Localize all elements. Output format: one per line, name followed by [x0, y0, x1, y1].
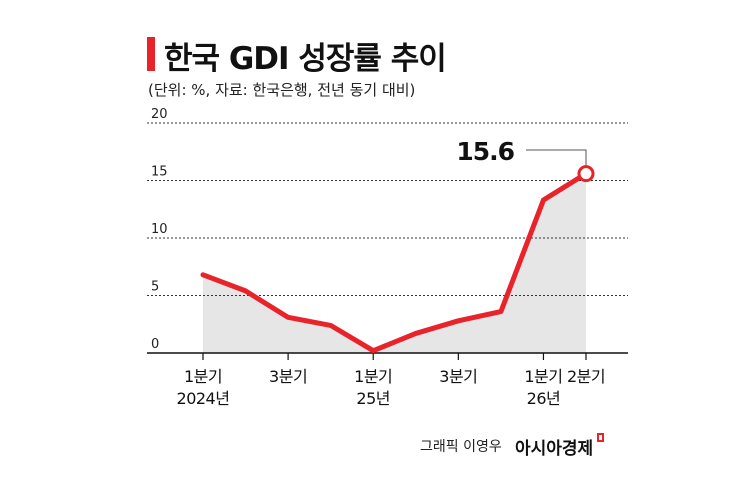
y-tick-label: 0 — [151, 337, 159, 352]
brand-mark-icon — [597, 433, 604, 442]
x-tick-label: 2분기 — [567, 367, 605, 386]
graphic-credit: 그래픽 이영우 — [420, 439, 502, 455]
annotation-value-label: 15.6 — [456, 137, 514, 166]
highlight-point-marker — [577, 165, 595, 183]
x-tick-label: 26년 — [527, 389, 561, 408]
brand-logo: 아시아경제 — [515, 439, 594, 459]
y-tick-label: 5 — [151, 280, 159, 295]
x-tick-label: 25년 — [356, 389, 390, 408]
x-tick-label: 1분기 — [524, 367, 562, 386]
chart-subtitle: (단위: %, 자료: 한국은행, 전년 동기 대비) — [148, 81, 416, 99]
y-tick-label: 15 — [151, 165, 168, 180]
chart-title: 한국 GDI 성장률 추이 — [164, 41, 447, 77]
annotation-leader-line — [526, 149, 587, 166]
title-accent-bar — [147, 37, 155, 71]
x-tick-label: 1분기 — [354, 367, 392, 386]
y-tick-label: 20 — [151, 107, 168, 122]
series-line — [200, 171, 589, 354]
x-tick-label: 3분기 — [439, 367, 477, 386]
area-fill — [203, 173, 586, 353]
y-tick-label: 10 — [151, 222, 168, 237]
x-tick-label: 3분기 — [269, 367, 307, 386]
x-tick-label: 2024년 — [177, 389, 230, 408]
x-tick-label: 1분기 — [184, 367, 222, 386]
